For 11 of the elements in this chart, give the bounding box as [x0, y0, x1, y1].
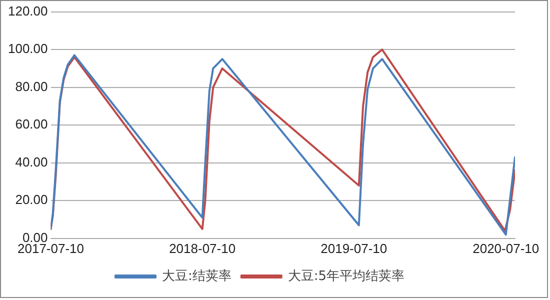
x-tick-label: 2019-07-10 [320, 240, 388, 256]
x-tick-label: 2018-07-10 [169, 240, 236, 256]
x-tick-label: 2020-07-10 [472, 240, 540, 256]
y-tick-label: 100.00 [8, 41, 48, 56]
y-tick-label: 60.00 [15, 116, 48, 132]
y-tick-label: 20.00 [15, 192, 48, 208]
y-tick-label: 120.00 [8, 3, 48, 18]
y-tick-label: 80.00 [15, 78, 48, 94]
legend-label: 大豆:结荚率 [162, 268, 232, 284]
legend-label: 大豆:5年平均结荚率 [288, 268, 405, 284]
y-tick-label: 40.00 [15, 154, 48, 170]
